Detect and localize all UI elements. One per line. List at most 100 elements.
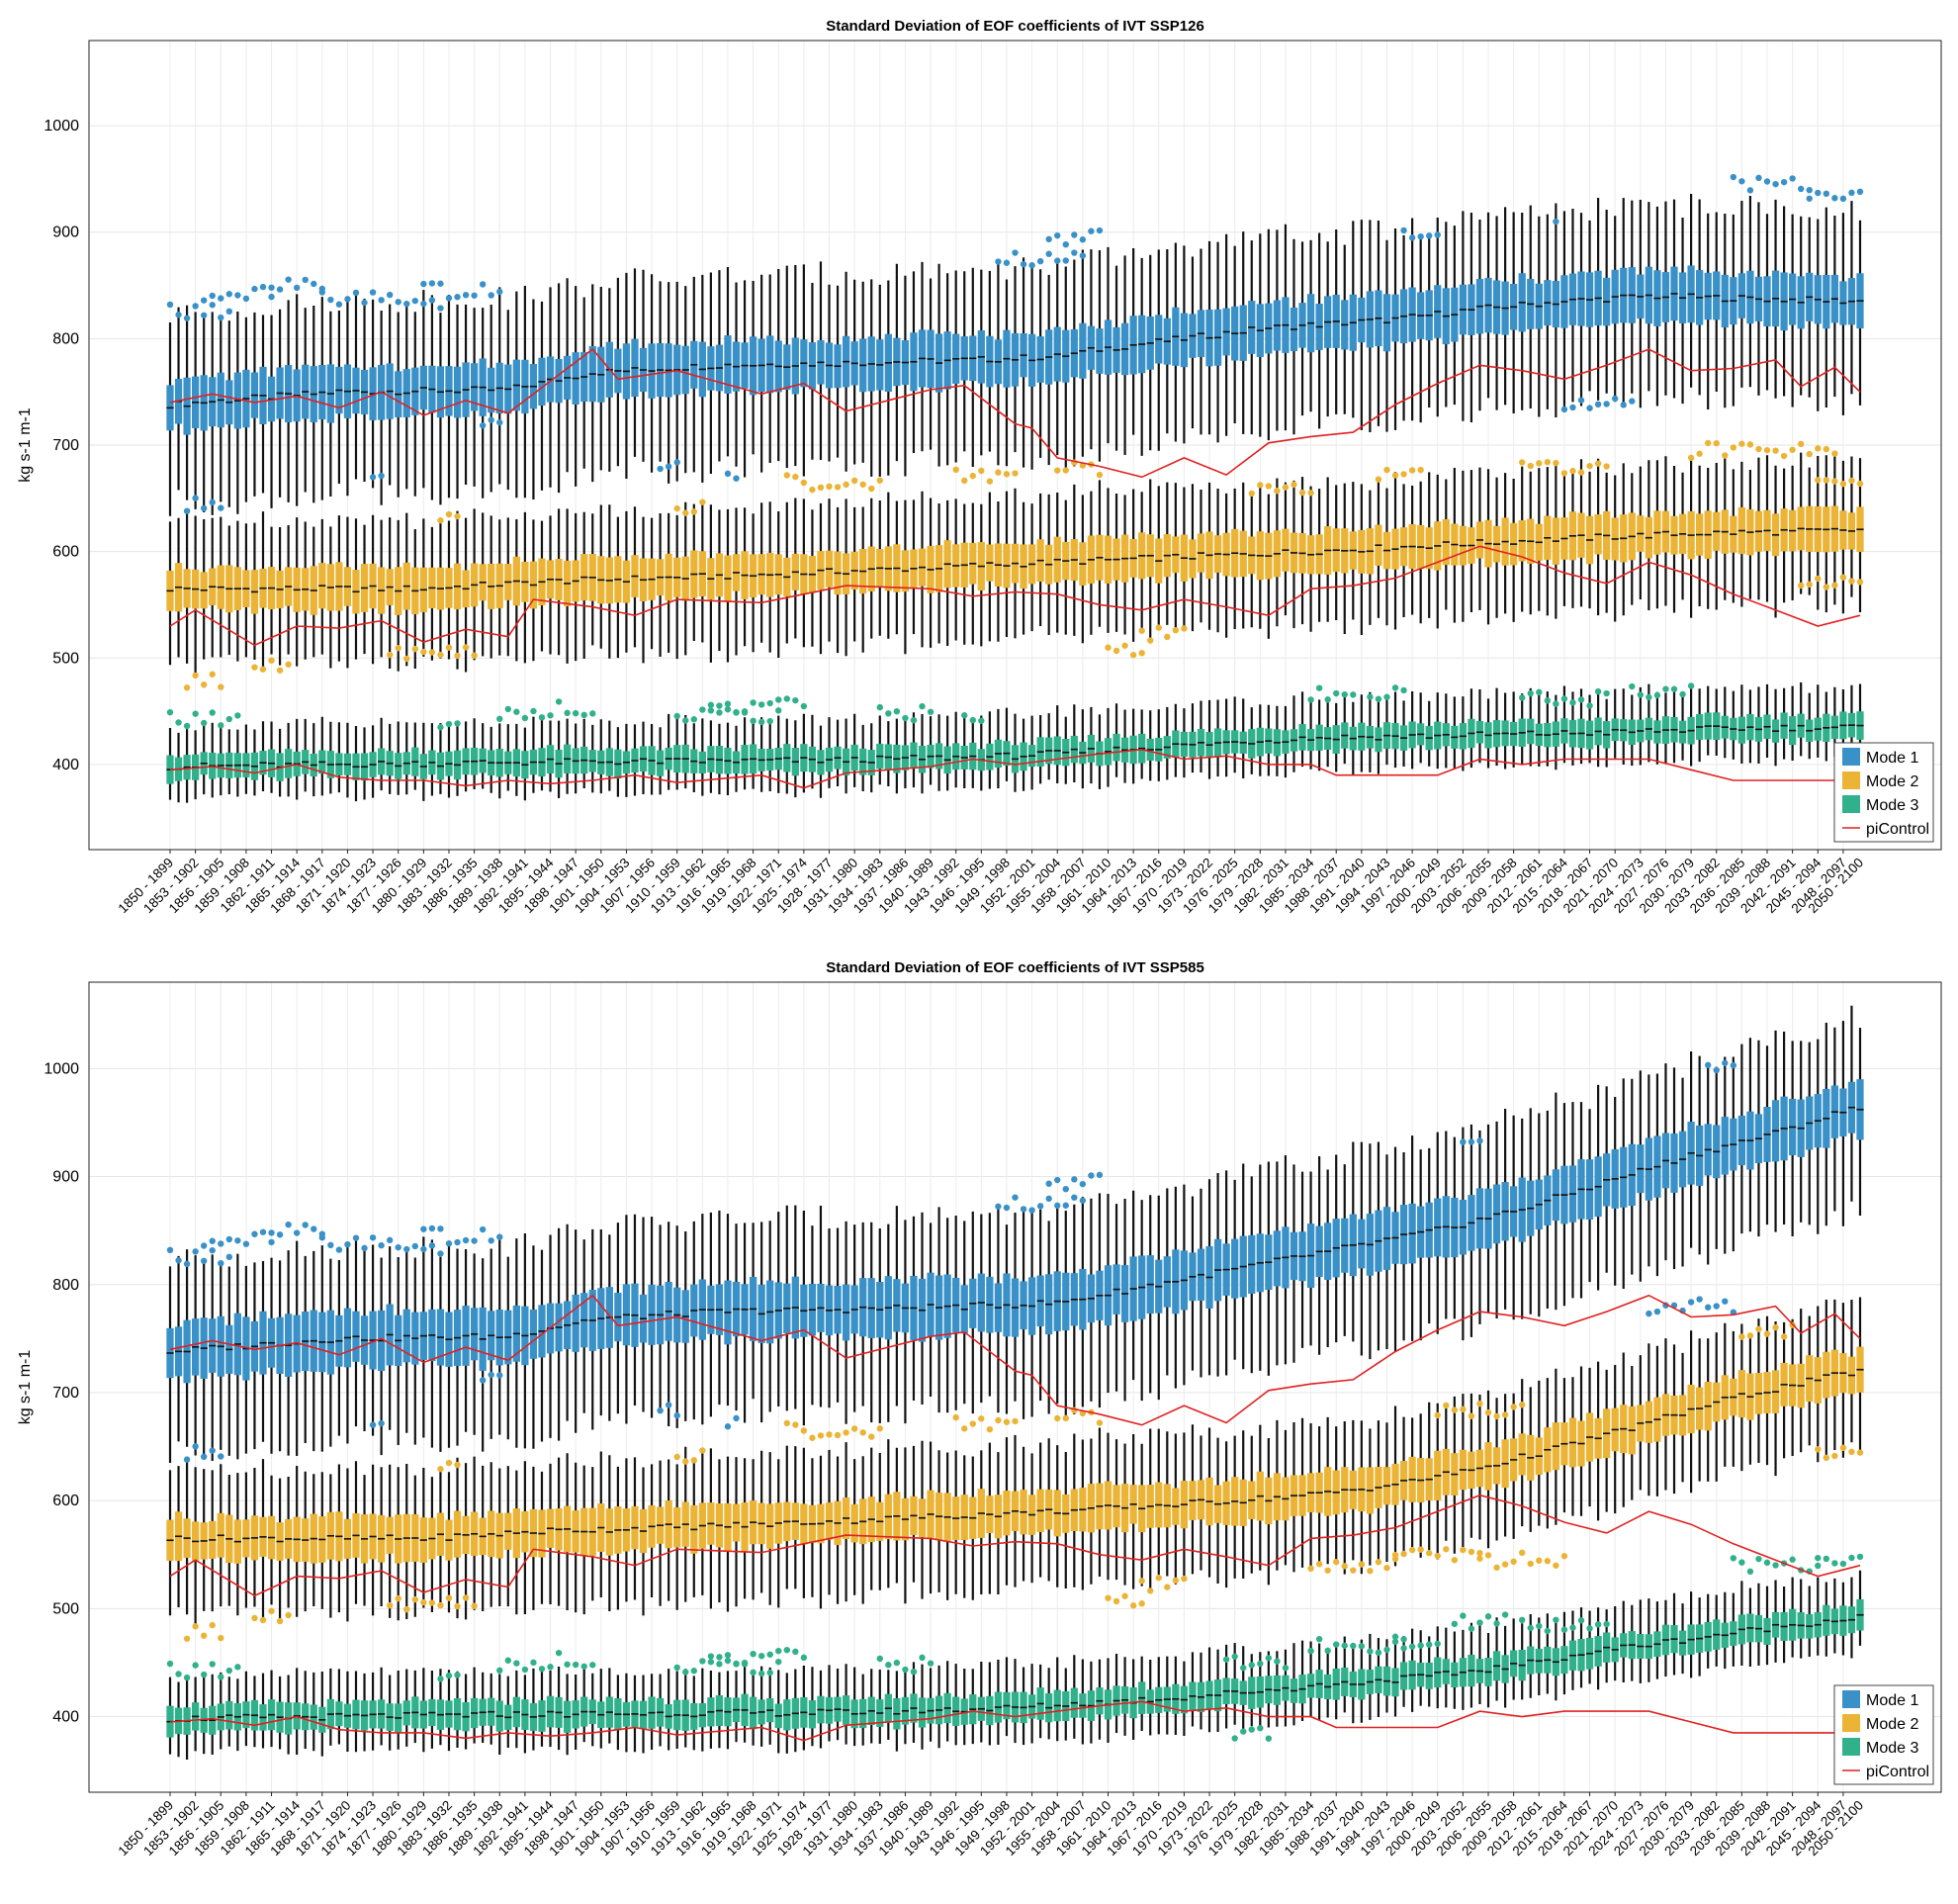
outlier-point: [1687, 682, 1695, 689]
outlier-point: [513, 1660, 520, 1667]
outlier-point: [1231, 1735, 1238, 1742]
outlier-point: [1687, 1299, 1695, 1306]
outlier-point: [403, 655, 410, 663]
outlier-point: [1028, 1207, 1035, 1214]
outlier-point: [192, 495, 199, 501]
outlier-point: [995, 469, 1002, 476]
outlier-point: [496, 1372, 503, 1379]
outlier-point: [225, 291, 233, 298]
outlier-point: [428, 1224, 436, 1232]
outlier-point: [834, 1431, 842, 1439]
outlier-point: [1096, 471, 1104, 479]
outlier-point: [200, 297, 208, 304]
outlier-point: [1730, 1555, 1737, 1562]
outlier-point: [496, 715, 503, 723]
outlier-point: [1772, 180, 1779, 188]
outlier-point: [927, 1660, 934, 1667]
outlier-point: [530, 707, 537, 715]
outlier-point: [259, 283, 267, 291]
outlier-point: [1577, 696, 1585, 703]
outlier-point: [783, 1419, 790, 1427]
outlier-point: [572, 1661, 579, 1669]
outlier-point: [1746, 441, 1754, 448]
outlier-point: [1653, 1308, 1661, 1315]
outlier-point: [302, 1222, 309, 1228]
outlier-point: [783, 1646, 790, 1654]
outlier-point: [1560, 470, 1568, 477]
outlier-point: [1045, 1195, 1052, 1203]
outlier-point: [1553, 459, 1559, 467]
y-tick-label: 800: [52, 330, 79, 347]
outlier-point: [268, 657, 275, 664]
plot-frame: [88, 981, 1942, 1793]
outlier-point: [183, 1260, 191, 1268]
outlier-point: [809, 1434, 816, 1441]
outlier-point: [285, 661, 292, 668]
outlier-point: [1815, 1562, 1822, 1570]
outlier-point: [1476, 1137, 1483, 1144]
outlier-point: [1730, 444, 1737, 451]
outlier-point: [318, 1234, 326, 1241]
outlier-point: [1476, 1555, 1483, 1562]
outlier-point: [1544, 458, 1552, 466]
outlier-point: [192, 1623, 199, 1630]
legend-swatch: [1842, 1690, 1860, 1708]
outlier-point: [1062, 257, 1069, 264]
outlier-point: [1815, 477, 1822, 484]
outlier-point: [961, 1425, 968, 1432]
outlier-point: [1426, 1641, 1433, 1648]
outlier-point: [1797, 582, 1805, 589]
outlier-point: [1096, 227, 1104, 234]
outlier-point: [225, 715, 233, 723]
outlier-point: [800, 1654, 808, 1662]
outlier-point: [1519, 694, 1526, 701]
outlier-point: [209, 1246, 216, 1254]
outlier-point: [1519, 1616, 1526, 1624]
outlier-point: [1341, 1642, 1348, 1649]
outlier-point: [1367, 1568, 1374, 1575]
outlier-point: [454, 294, 461, 301]
outlier-point: [1519, 1402, 1526, 1408]
picontrol-mode-3: [169, 1700, 1860, 1742]
outlier-point: [488, 292, 494, 299]
outlier-point: [1358, 1643, 1366, 1650]
outlier-point: [166, 1246, 174, 1254]
outlier-point: [327, 296, 334, 304]
outlier-point: [1155, 624, 1162, 631]
outlier-point: [1400, 1645, 1407, 1652]
outlier-point: [910, 716, 918, 724]
outlier-point: [445, 295, 453, 302]
outlier-point: [311, 280, 317, 288]
outlier-point: [699, 1447, 706, 1454]
outlier-point: [1806, 581, 1813, 589]
outlier-point: [437, 724, 444, 731]
outlier-point: [1746, 1332, 1754, 1339]
outlier-point: [876, 1655, 883, 1663]
outlier-point: [395, 299, 401, 306]
outlier-point: [1434, 1552, 1441, 1560]
picontrol-mode-2: [169, 545, 1861, 647]
legend-label: Mode 2: [1866, 773, 1918, 790]
outlier-point: [775, 1647, 782, 1655]
outlier-point: [978, 467, 985, 475]
picontrol-mode-2: [169, 1494, 1861, 1597]
outlier-point: [1054, 1176, 1061, 1184]
outlier-point: [234, 712, 241, 719]
legend-label: Mode 1: [1866, 1692, 1918, 1709]
outlier-point: [218, 295, 224, 302]
outlier-point: [1484, 1552, 1492, 1559]
outlier-point: [589, 710, 596, 717]
outlier-point: [902, 1666, 909, 1674]
outlier-point: [437, 516, 444, 524]
outlier-point: [750, 717, 756, 725]
outlier-point: [1400, 686, 1407, 694]
outlier-point: [395, 1594, 401, 1602]
outlier-point: [995, 1203, 1002, 1210]
outlier-point: [919, 702, 926, 710]
outlier-point: [1460, 1612, 1467, 1619]
outlier-point: [555, 698, 563, 705]
outlier-point: [1341, 1563, 1348, 1570]
outlier-point: [378, 1241, 385, 1249]
outlier-point: [437, 1250, 444, 1257]
